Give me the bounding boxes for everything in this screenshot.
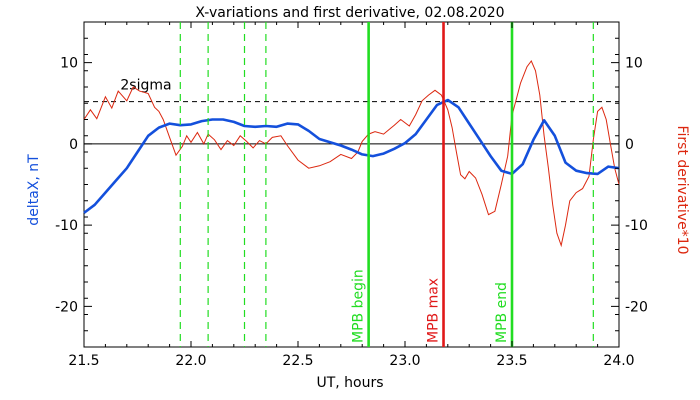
- mpb-marker-label: MPB begin: [351, 269, 367, 343]
- y-axis-label-left: deltaX, nT: [26, 154, 42, 226]
- x-tick-label: 21.5: [68, 353, 99, 369]
- series-line-derivative: [83, 60, 620, 248]
- y-tick-label-left: -20: [55, 299, 78, 315]
- y-tick-label-right: 0: [625, 137, 634, 153]
- mpb-marker-label: MPB max: [426, 278, 442, 343]
- y-tick-label-left: 10: [60, 56, 78, 72]
- x-tick-label: 22.0: [175, 353, 206, 369]
- x-tick-label: 22.5: [282, 353, 313, 369]
- x-tick-label: 23.0: [389, 353, 420, 369]
- chart-title: X-variations and first derivative, 02.08…: [195, 5, 504, 21]
- x-tick-label: 23.5: [496, 353, 527, 369]
- y-tick-label-right: -10: [625, 218, 648, 234]
- x-tick-label: 24.0: [603, 353, 634, 369]
- y-axis-label-right: First derivative*10: [674, 125, 690, 254]
- y-tick-label-left: 0: [69, 137, 78, 153]
- mpb-marker-label: MPB end: [494, 282, 510, 343]
- series-line-deltax: [83, 98, 620, 214]
- y-tick-label-right: -20: [625, 299, 648, 315]
- y-tick-label-right: 10: [625, 56, 643, 72]
- threshold-label: 2sigma: [120, 78, 171, 94]
- x-axis-label: UT, hours: [316, 375, 383, 391]
- y-tick-label-left: -10: [55, 218, 78, 234]
